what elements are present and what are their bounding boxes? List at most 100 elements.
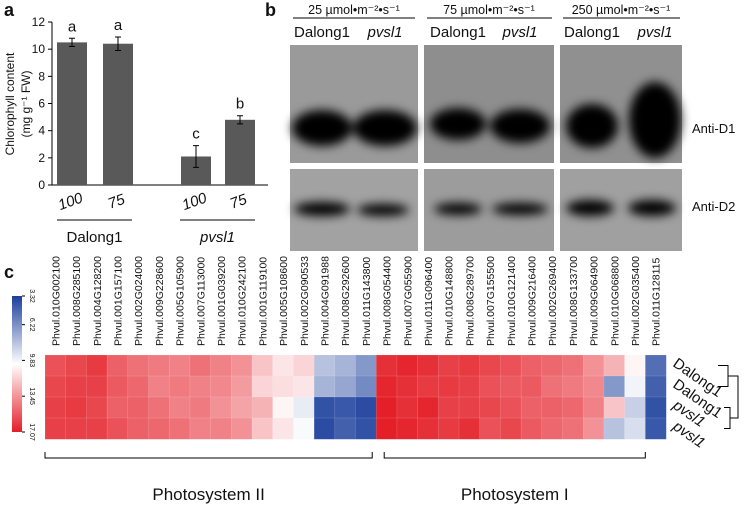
heatmap-cell [106,354,129,377]
heatmap-cell [272,417,294,440]
heatmap-cell [168,375,191,398]
heatmap-cell [375,396,398,419]
heatmap-cell [603,396,626,419]
heatmap-cell [417,354,439,377]
heatmap-cell [210,417,232,440]
heatmap-cell [375,354,398,377]
y-axis-label: Chlorophyll content [3,52,17,155]
heatmap-cell [210,396,232,419]
heatmap-cell [127,375,150,398]
error-bar [115,36,121,52]
gene-label: Phvul.005G108600 [278,256,290,346]
heatmap-cell [624,417,646,440]
heatmap-cell [231,396,253,419]
group-label: pvsl1 [199,229,235,246]
heatmap-cell [272,375,294,398]
light-label: 250 µmol•m⁻²•s⁻¹ [572,3,671,17]
heatmap-cell [562,417,584,440]
heatmap-cell [645,354,667,377]
bar [225,119,255,185]
heatmap-cell [520,375,543,398]
group-label: Dalong1 [67,229,123,246]
heatmap-cell [44,354,67,377]
heatmap-cell [251,375,274,398]
heatmap-cell [500,375,522,398]
heatmap-cell [355,354,377,377]
heatmap-cell [44,396,67,419]
significance-label: a [114,17,123,34]
heatmap-cell [148,417,170,440]
gene-label: Phvul.007G113000 [195,257,207,346]
heatmap-cell [148,396,170,419]
heatmap-cell [127,354,150,377]
heatmap-cell [500,396,522,419]
heatmap-cell [396,396,419,419]
heatmap-cell [210,354,232,377]
gene-label: Phvul.007G055900 [402,256,414,346]
x-tick-label: 100 [180,189,210,214]
heatmap-cell [168,417,191,440]
panel-label: a [4,0,15,20]
heatmap-cell [127,417,150,440]
gene-label: Phvul.011G143800 [361,257,373,346]
heatmap-cell [624,375,646,398]
heatmap-cell [582,396,605,419]
lane-label: pvsl1 [636,24,672,41]
y-tick-label: 12 [32,15,46,29]
heatmap-cell [189,354,212,377]
heatmap-cell [624,396,646,419]
group-bracket [44,452,373,459]
heatmap-cell [127,396,150,419]
heatmap-cell [148,354,170,377]
heatmap-cell [65,354,87,377]
antibody-label: Anti-D1 [692,121,735,136]
lane-label: Dalong1 [294,24,350,41]
x-tick-label: 100 [56,189,86,214]
heatmap-cell [272,354,294,377]
heatmap-cell [479,396,501,419]
heatmap-cell [438,354,460,377]
heatmap-cell [44,417,67,440]
heatmap-cell [417,417,439,440]
gene-label: Phvul.007G155500 [485,256,497,346]
y-tick-label: 4 [38,124,45,138]
gene-label: Phvul.001G039200 [216,256,228,346]
y-tick-label: 10 [32,42,46,56]
gene-label: Phvul.008G292600 [340,256,352,346]
heatmap-cell [562,375,584,398]
group-label: Photosystem I [461,485,569,504]
light-label: 75 µmol•m⁻²•s⁻¹ [443,3,535,17]
gene-label: Phvul.001G157100 [112,256,124,346]
colorbar-tick-label: 9.83 [28,354,35,368]
bar [57,42,87,185]
gene-label: Phvul.010G242100 [237,256,249,346]
colorbar-tick-label: 13.45 [28,387,35,405]
error-bar [237,115,243,125]
heatmap-cell [189,417,212,440]
heatmap-cell [86,417,108,440]
heatmap-cell [479,417,501,440]
heatmap-cell [189,375,212,398]
dendrogram [718,365,739,429]
panel-label: b [265,0,276,20]
error-bar [69,37,75,47]
gene-label: Phvul.001G119100 [257,257,269,346]
heatmap-cell [603,354,626,377]
heatmap-cell [582,375,605,398]
significance-label: a [68,18,77,35]
heatmap-cell [396,375,419,398]
heatmap-cell [645,396,667,419]
heatmap-cell [417,396,439,419]
lane-label: Dalong1 [430,24,486,41]
heatmap-cell [396,417,419,440]
heatmap-cell [148,375,170,398]
heatmap-cell [438,396,460,419]
heatmap-cell [334,417,357,440]
y-tick-label: 0 [38,178,45,192]
heatmap-cell [106,375,129,398]
heatmap-cell [313,396,336,419]
heatmap-cell [541,354,564,377]
gene-label: Phvul.011G128115 [651,257,663,346]
heatmap-cell [355,375,377,398]
